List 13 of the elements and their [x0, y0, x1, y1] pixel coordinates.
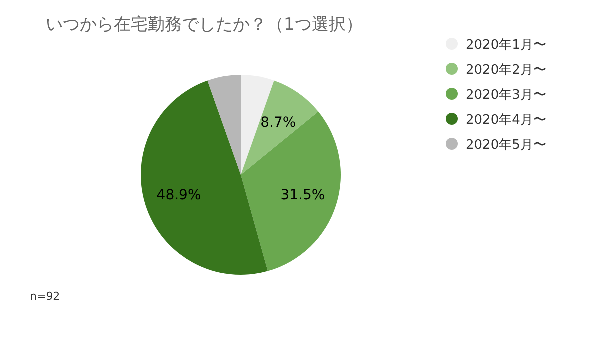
chart-title: いつから在宅勤務でしたか？（1つ選択）: [46, 15, 363, 35]
pie-slice: [241, 112, 341, 272]
legend-label: 2020年1月〜: [466, 38, 546, 53]
legend-label: 2020年3月〜: [466, 88, 546, 103]
legend-label: 2020年2月〜: [466, 63, 546, 78]
data-label: 8.7%: [260, 114, 296, 131]
pie-slice: [241, 80, 319, 175]
text: n=92: [30, 290, 60, 303]
pie-slice: [208, 75, 241, 175]
legend-label: 2020年4月〜: [466, 113, 546, 128]
legend-label: 2020年5月〜: [466, 138, 546, 153]
data-label: 48.9%: [156, 188, 202, 204]
data-label: 31.5%: [280, 188, 326, 204]
